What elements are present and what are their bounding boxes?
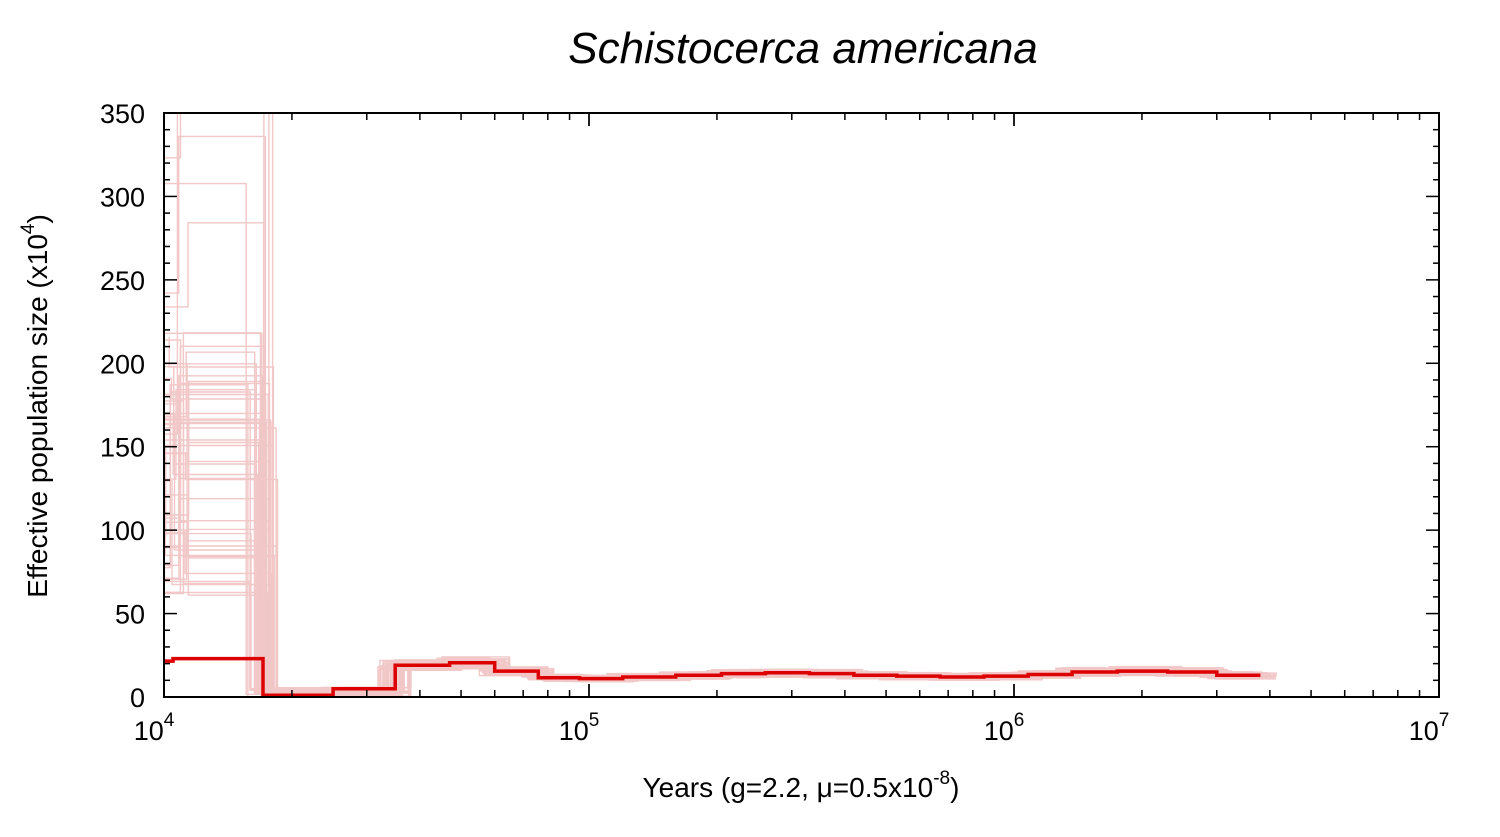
bootstrap-series-line	[164, 452, 1264, 692]
x-tick-label-exponent: 7	[1439, 710, 1450, 731]
bootstrap-series-line	[164, 400, 1270, 693]
bootstrap-series-line	[164, 591, 1263, 697]
x-tick-label: 105	[559, 710, 600, 746]
y-axis-label: Effective population size (x104)	[18, 214, 53, 598]
bootstrap-series-line	[164, 419, 1249, 693]
bootstrap-series-line	[164, 532, 1269, 697]
bootstrap-series-line	[164, 391, 1254, 692]
y-tick-label: 0	[130, 683, 145, 713]
bootstrap-series-line	[164, 393, 1265, 694]
y-axis-label-prefix: Effective population size (x10	[22, 234, 53, 598]
x-axis-label: Years (g=2.2, μ=0.5x10-8)	[643, 768, 960, 803]
bootstrap-series-line	[164, 375, 1260, 695]
x-tick-label: 107	[1409, 710, 1450, 746]
bootstrap-series-line	[164, 363, 1263, 697]
bootstrap-series-line	[164, 422, 1246, 695]
x-axis-label-prefix: Years (g=2.2,	[643, 772, 817, 803]
bootstrap-series-line	[167, 412, 1248, 695]
bootstrap-series-line	[164, 384, 1257, 697]
bootstrap-series-line	[164, 418, 1255, 697]
x-tick-label-base: 10	[1409, 716, 1439, 746]
bootstrap-series-line	[164, 427, 1265, 696]
x-axis-label-exponent: -8	[933, 768, 950, 789]
bootstrap-series-line	[164, 528, 1274, 692]
bootstrap-series-group	[164, 113, 1277, 697]
bootstrap-series-line	[164, 498, 1261, 695]
bootstrap-series-line	[164, 389, 1247, 695]
plot-area	[164, 113, 1277, 697]
bootstrap-series-line	[164, 332, 1245, 694]
bootstrap-series-line	[164, 382, 1277, 696]
x-tick-label: 104	[134, 710, 175, 746]
bootstrap-series-line	[164, 135, 1253, 691]
bootstrap-series-line	[164, 480, 1255, 693]
bootstrap-series-line	[164, 545, 1270, 696]
bootstrap-series-line	[164, 403, 1263, 697]
x-tick-label-base: 10	[984, 716, 1014, 746]
y-tick-label: 350	[100, 99, 145, 129]
chart-title: Schistocerca americana	[568, 24, 1038, 73]
y-tick-label: 100	[100, 516, 145, 546]
bootstrap-series-line	[164, 423, 1272, 694]
y-tick-label: 250	[100, 266, 145, 296]
bootstrap-series-line	[164, 378, 1255, 697]
bootstrap-series-line	[164, 363, 1252, 697]
bootstrap-series-line	[164, 182, 1258, 695]
bootstrap-series-line	[164, 113, 1264, 697]
y-axis-label-exponent: 4	[18, 223, 39, 234]
x-tick-label-base: 10	[559, 716, 589, 746]
x-tick-label: 106	[984, 710, 1025, 746]
bootstrap-series-line	[164, 444, 1276, 690]
x-axis-label-middle: =0.5x10	[833, 772, 933, 803]
bootstrap-series-line	[164, 414, 1273, 693]
x-tick-label-exponent: 4	[164, 710, 175, 731]
bootstrap-series-line	[164, 339, 1258, 697]
bootstrap-series-line	[164, 113, 1268, 691]
bootstrap-series-line	[164, 439, 1262, 695]
bootstrap-series-line	[164, 351, 1247, 697]
bootstrap-series-line	[164, 345, 1252, 697]
bootstrap-series-line	[164, 521, 1269, 692]
bootstrap-series-line	[164, 222, 1254, 695]
bootstrap-series-line	[164, 380, 1272, 697]
bootstrap-series-line	[168, 337, 1276, 693]
y-axis-label-suffix: )	[22, 214, 53, 223]
bootstrap-series-line	[164, 366, 1249, 697]
y-tick-label: 200	[100, 349, 145, 379]
bootstrap-series-line	[164, 113, 1245, 696]
bootstrap-series-line	[164, 422, 1263, 695]
bootstrap-series-line	[164, 418, 1277, 690]
x-tick-label-exponent: 6	[1014, 710, 1025, 731]
plot-frame	[163, 112, 1440, 698]
x-tick-label-exponent: 5	[589, 710, 600, 731]
axis-ticks	[163, 112, 1440, 698]
x-tick-label-base: 10	[134, 716, 164, 746]
main-series-line	[164, 656, 1261, 697]
bootstrap-series-line	[164, 480, 1277, 697]
y-tick-label: 300	[100, 182, 145, 212]
bootstrap-series-line	[164, 494, 1255, 697]
bootstrap-series-line	[164, 452, 1271, 695]
y-tick-label: 150	[100, 433, 145, 463]
y-tick-label: 50	[115, 600, 145, 630]
x-axis-label-suffix: )	[950, 772, 959, 803]
x-axis-label-mu: μ	[817, 772, 833, 803]
bootstrap-series-line	[164, 332, 1260, 691]
